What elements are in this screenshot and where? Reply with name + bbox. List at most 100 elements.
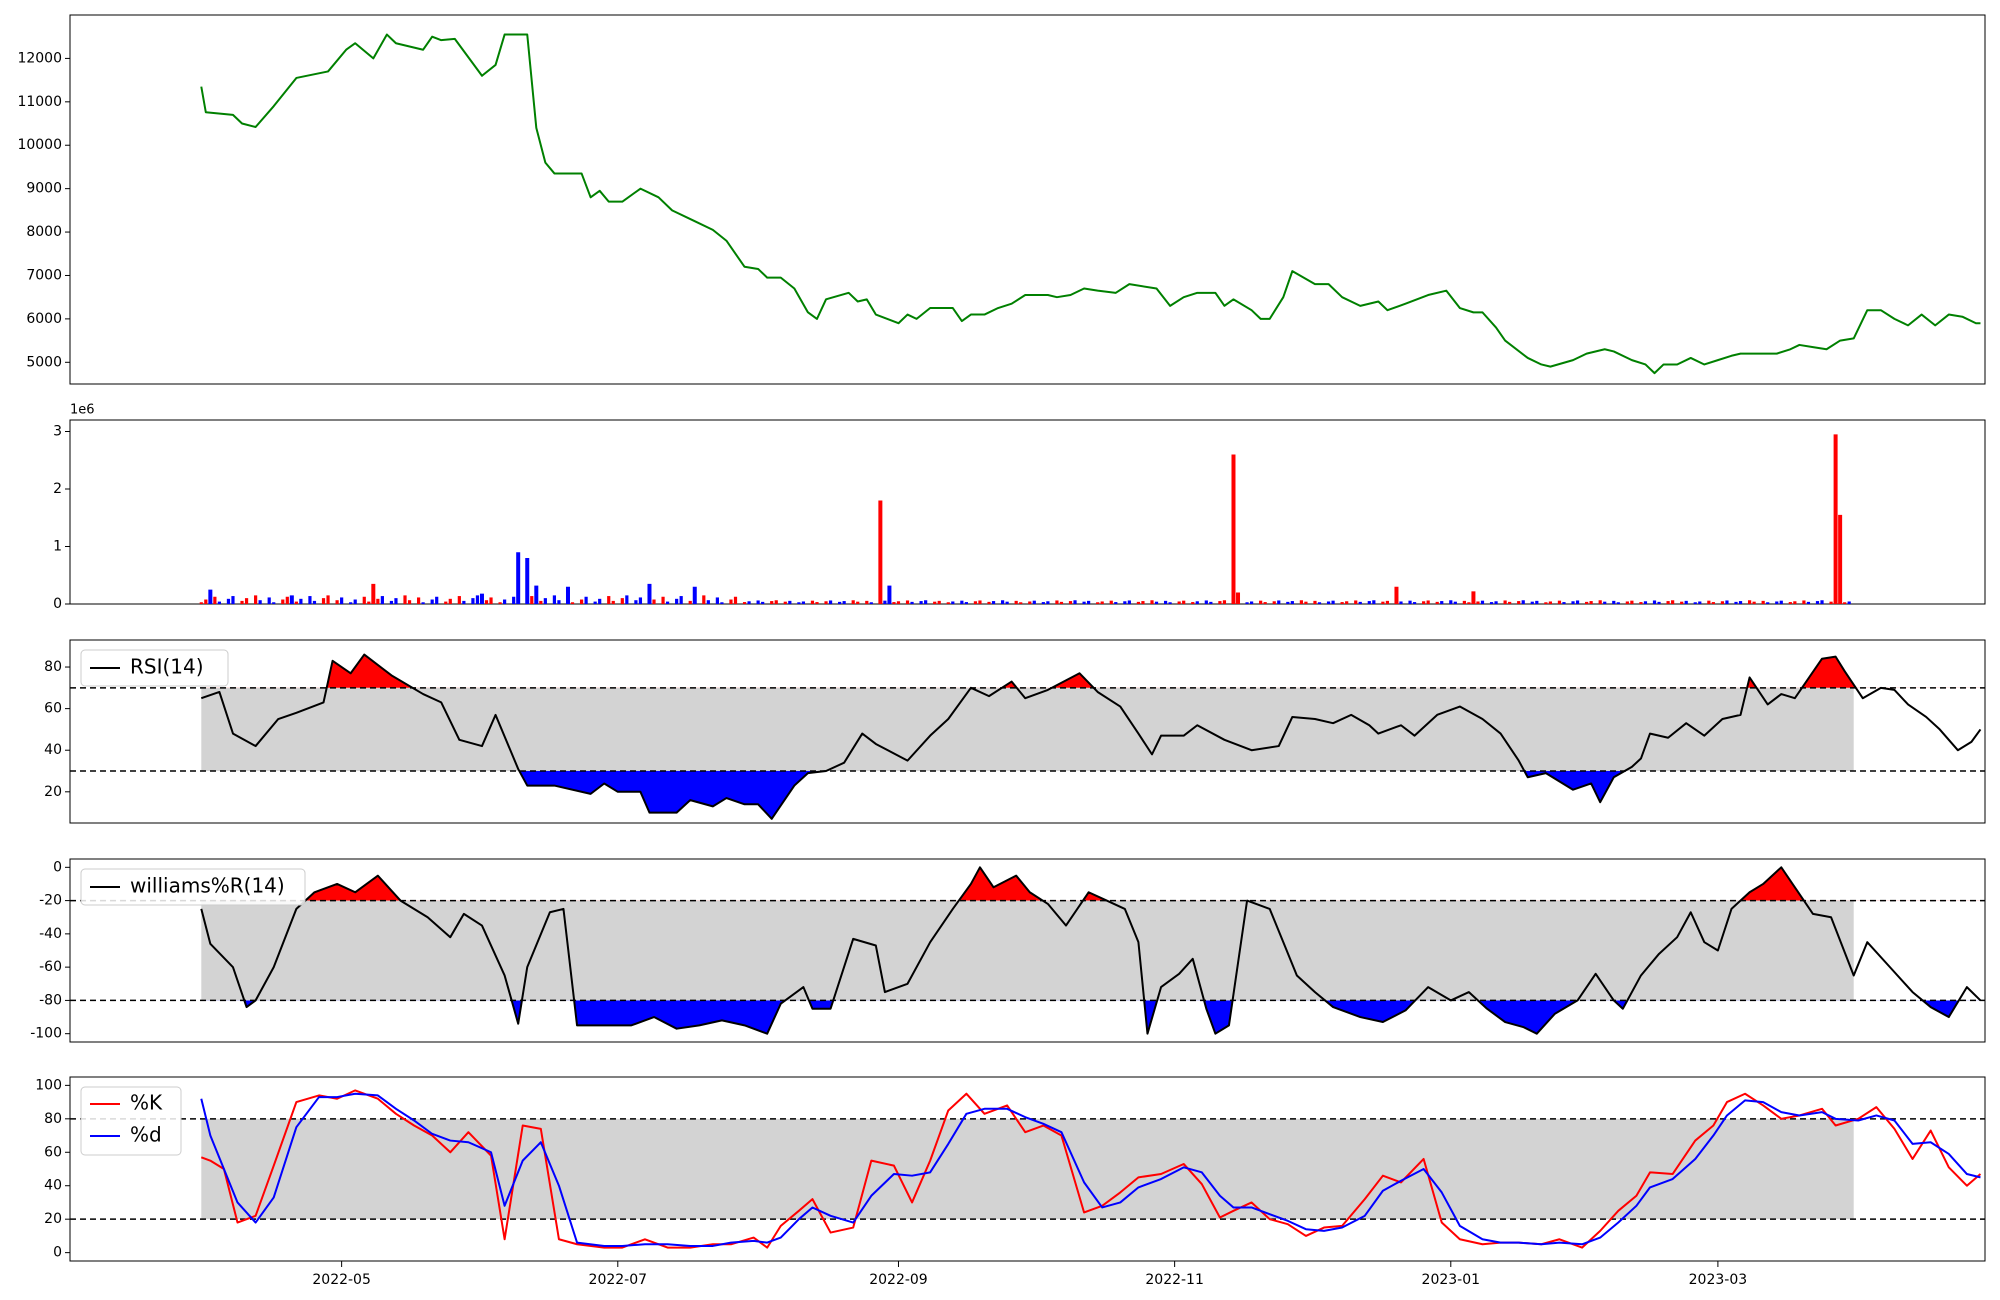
volume-bar	[756, 600, 760, 604]
volume-bar	[484, 600, 489, 604]
rsi-oversold-fill	[519, 771, 1625, 819]
volume-bar	[892, 602, 896, 604]
stochastic-ytick-label: 60	[44, 1144, 62, 1160]
volume-bar	[1385, 600, 1390, 604]
volume-bar	[1127, 600, 1131, 604]
volume-ytick-label: 1	[53, 539, 62, 555]
volume-bar	[964, 602, 968, 604]
volume-bar	[1372, 600, 1376, 604]
volume-bar	[960, 600, 964, 604]
williams-legend: williams%R(14)	[80, 868, 306, 906]
volume-bar	[1612, 600, 1616, 604]
volume-bar	[281, 599, 285, 604]
volume-bar	[1747, 600, 1752, 604]
stochastic-legend: %K %d	[80, 1086, 182, 1156]
volume-bar	[919, 601, 923, 604]
volume-bar	[258, 600, 262, 604]
williams-ytick-label: -40	[39, 926, 62, 942]
price-frame	[69, 14, 1986, 385]
volume-bar	[1793, 601, 1797, 604]
volume-peak-bar	[371, 583, 376, 604]
volume-bar	[1313, 600, 1317, 604]
volume-bar	[199, 602, 203, 604]
volume-bar	[1209, 601, 1213, 604]
rsi-legend-label: RSI(14)	[130, 655, 204, 679]
volume-peak-bar	[887, 585, 892, 604]
volume-bar	[1698, 601, 1702, 604]
volume-bar	[1815, 601, 1820, 604]
volume-bar	[335, 600, 339, 604]
volume-bar	[462, 600, 466, 604]
volume-bar	[267, 597, 271, 604]
volume-bar	[1222, 600, 1227, 604]
stochastic-ytick-label: 40	[44, 1178, 62, 1194]
volume-bar	[1263, 602, 1267, 604]
volume-bar	[1530, 601, 1534, 604]
volume-multiplier-label: 1e6	[70, 403, 95, 418]
volume-bar	[652, 599, 656, 604]
volume-bar	[706, 600, 710, 604]
volume-bar	[1453, 601, 1457, 604]
volume-bar	[294, 601, 298, 604]
volume-bar	[1666, 601, 1670, 604]
volume-bar	[1562, 602, 1566, 604]
volume-bar	[579, 599, 584, 604]
stochastic-legend-label: %d	[130, 1123, 162, 1147]
rsi-ytick-label: 80	[44, 659, 62, 675]
volume-bar	[1571, 601, 1575, 604]
volume-bar	[530, 596, 534, 604]
volume-bar	[933, 601, 937, 604]
volume-bar	[991, 601, 996, 604]
volume-bar	[416, 597, 421, 604]
volume-bar	[471, 598, 475, 604]
volume-bar	[1847, 601, 1851, 604]
volume-bar	[1177, 601, 1181, 604]
williams-ytick-label: -20	[39, 893, 62, 909]
stochastic-k-line	[200, 1089, 1982, 1249]
volume-bar	[1711, 602, 1715, 604]
volume-bar	[1163, 600, 1168, 604]
stochastic-legend-label: %K	[130, 1091, 163, 1115]
volume-bar	[679, 596, 683, 604]
volume-bar	[1150, 600, 1154, 604]
williams-frame	[69, 858, 1986, 1043]
rsi-legend-box	[80, 649, 229, 687]
volume-bar	[770, 601, 774, 604]
volume-bar	[665, 601, 670, 604]
volume-peak-bar	[878, 500, 883, 604]
volume-bar	[702, 595, 706, 604]
volume-ytick-label: 2	[53, 481, 62, 497]
volume-bar	[254, 595, 258, 604]
volume-bar	[1734, 601, 1738, 604]
volume-bar	[1109, 600, 1113, 604]
volume-bar	[1480, 600, 1485, 604]
volume-bar	[376, 598, 380, 604]
volume-bar	[1802, 600, 1806, 604]
volume-bar	[815, 602, 819, 604]
volume-bar	[720, 602, 724, 604]
volume-ytick-label: 3	[53, 424, 62, 440]
price-ytick-label: 9000	[26, 181, 62, 197]
volume-bar	[1408, 600, 1412, 604]
volume-bar	[1494, 601, 1498, 604]
volume-bar	[1440, 601, 1444, 604]
price-ytick-label: 12000	[17, 50, 62, 66]
stochastic-ytick-label: 100	[35, 1077, 62, 1093]
volume-bar	[244, 598, 249, 604]
date-tick-label: 2022-09	[869, 1272, 928, 1288]
price-ytick-label: 11000	[17, 94, 62, 110]
volume-bar	[340, 597, 344, 604]
stochastic-ytick-label: 20	[44, 1211, 62, 1227]
stochastic-d-line	[200, 1092, 1981, 1247]
volume-bar	[367, 601, 371, 604]
date-tick-label: 2022-07	[589, 1272, 648, 1288]
price-line	[200, 33, 1981, 375]
volume-bar	[896, 601, 901, 604]
volume-bar	[407, 600, 412, 604]
volume-bar	[475, 595, 480, 604]
volume-bar	[1657, 601, 1661, 604]
volume-bar	[1449, 600, 1453, 604]
volume-bar	[810, 600, 815, 604]
volume-bar	[1820, 600, 1824, 604]
